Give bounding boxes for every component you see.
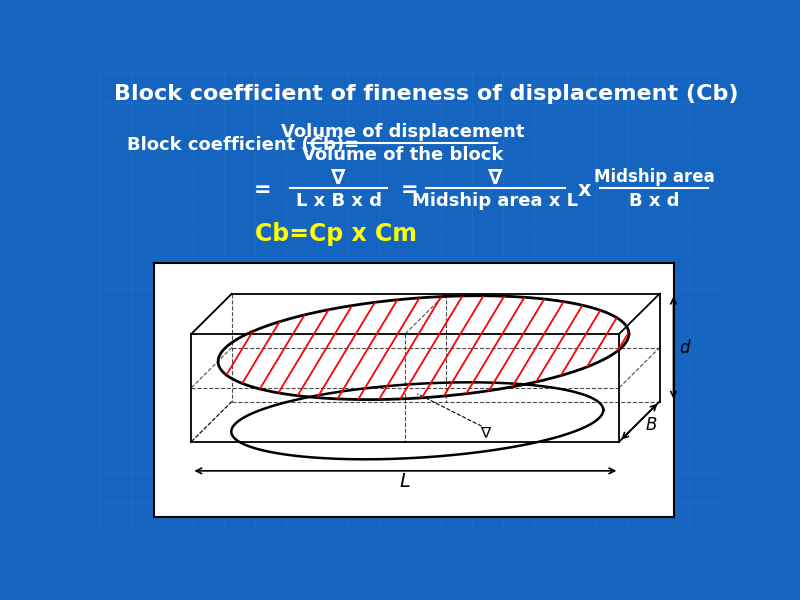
Text: =: = [254, 180, 271, 200]
Text: B: B [646, 416, 657, 434]
Text: Cb=Cp x Cm: Cb=Cp x Cm [255, 222, 417, 246]
Text: Block coefficient of fineness of displacement (Cb): Block coefficient of fineness of displac… [114, 83, 738, 104]
Text: Volume of displacement: Volume of displacement [281, 123, 524, 141]
Text: ∇: ∇ [488, 167, 502, 187]
Text: L: L [400, 472, 410, 491]
Text: x: x [578, 180, 591, 200]
Bar [154, 263, 674, 517]
Text: Midship area x L: Midship area x L [412, 191, 578, 209]
Text: Midship area: Midship area [594, 169, 714, 187]
Text: B x d: B x d [629, 191, 679, 209]
Text: Volume of the block: Volume of the block [302, 146, 503, 164]
Text: L x B x d: L x B x d [296, 191, 382, 209]
Text: =: = [401, 180, 419, 200]
Text: d: d [680, 338, 690, 356]
Text: ∇: ∇ [331, 167, 346, 187]
Text: ∇: ∇ [480, 425, 490, 440]
Text: Block coefficient (Cb)=: Block coefficient (Cb)= [127, 136, 359, 154]
